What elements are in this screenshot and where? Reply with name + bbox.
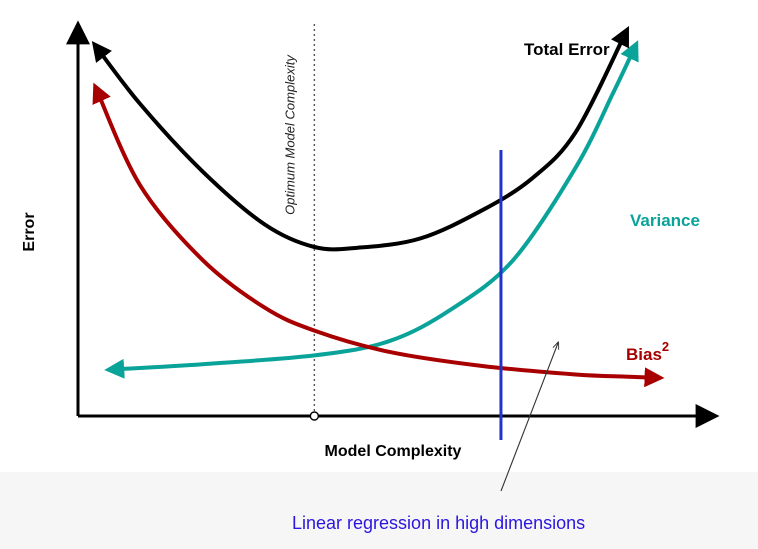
callout-text: Linear regression in high dimensions xyxy=(292,513,585,533)
bias-label: Bias2 xyxy=(626,339,669,364)
bias-label-text: Bias xyxy=(626,345,662,364)
total-error-curve xyxy=(91,26,629,252)
x-axis-label: Model Complexity xyxy=(325,443,462,460)
y-axis-label: Error xyxy=(21,212,38,251)
optimum-complexity-label: Optimum Model Complexity xyxy=(282,54,297,215)
bias-superscript: 2 xyxy=(662,339,669,354)
callout-arrow xyxy=(500,343,558,492)
variance-label: Variance xyxy=(630,211,700,230)
bias-curve xyxy=(92,82,665,388)
caption-band xyxy=(0,472,758,549)
optimum-marker xyxy=(309,411,320,421)
total-error-label: Total Error xyxy=(524,40,610,59)
variance-curve xyxy=(104,40,639,379)
